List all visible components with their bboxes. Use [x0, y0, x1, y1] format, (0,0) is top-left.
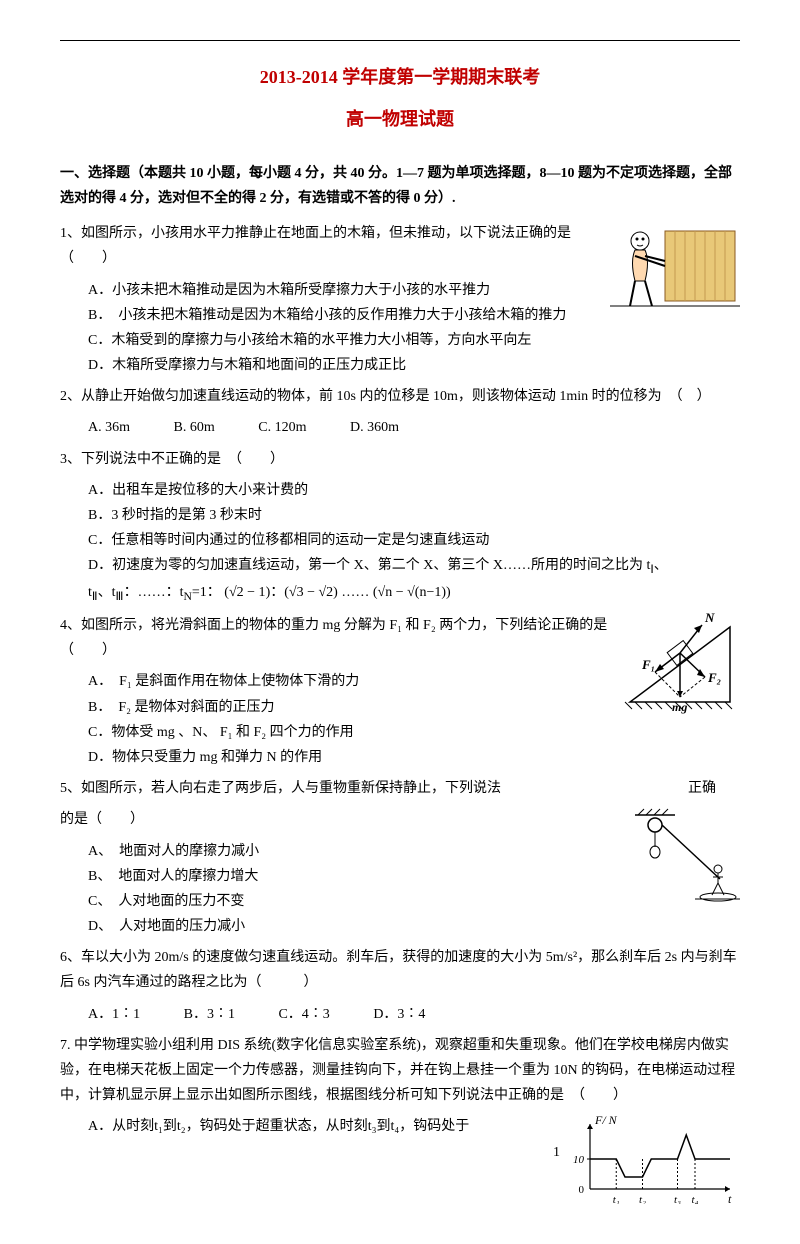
svg-text:0: 0 [579, 1184, 585, 1196]
q2-stem: 2、从静止开始做匀加速直线运动的物体，前 10s 内的位移是 10m，则该物体运… [60, 384, 740, 409]
q3-d-rnb: − √(n−1) [392, 585, 446, 600]
q1-figure [610, 221, 740, 316]
svg-text:t: t [728, 1192, 732, 1204]
q2-opt-a: A. 36m [88, 415, 130, 440]
q6-options: A．1∶1 B．3∶1 C．4∶3 D．3∶4 [60, 1002, 740, 1027]
svg-text:F₁: F₁ [641, 657, 655, 672]
svg-text:t₂: t₂ [639, 1194, 646, 1204]
q5-opt-d: D、 人对地面的压力减小 [60, 914, 740, 939]
q4-opt-d: D．物体只受重力 mg 和弹力 N 的作用 [60, 745, 740, 770]
q3-d-rna: √n [378, 585, 393, 600]
q3-d-t3: 、t [98, 585, 116, 600]
q7-a-t1: t₁ [154, 1119, 163, 1134]
q3-opt-b: B．3 秒时指的是第 3 秒末时 [60, 503, 740, 528]
q5-stem-b: 正确 [688, 781, 716, 796]
q3-d-r1a: √2 [229, 585, 244, 600]
q7-a-post: ，钩码处于 [399, 1119, 469, 1134]
q6-opt-d: D．3∶4 [373, 1002, 425, 1027]
main-title: 2013-2014 学年度第一学期期末联考 [60, 61, 740, 93]
svg-text:t₃: t₃ [674, 1194, 681, 1204]
q7-stem: 7. 中学物理实验小组利用 DIS 系统(数字化信息实验室系统)，观察超重和失重… [60, 1033, 740, 1109]
q5-stem-a: 5、如图所示，若人向右走了两步后，人与重物重新保持静止，下列说法 [60, 781, 501, 796]
q3-opt-d-line1: D．初速度为零的匀加速直线运动，第一个 X、第二个 X、第三个 X……所用的时间… [60, 553, 740, 580]
top-rule [60, 40, 740, 41]
svg-text:10: 10 [573, 1154, 585, 1166]
q6-opt-a: A．1∶1 [88, 1002, 140, 1027]
q4-figure: N F₁ F₂ mg [620, 607, 740, 717]
svg-text:N: N [704, 610, 715, 625]
q3-d-r2a: √3 [289, 585, 304, 600]
q3-opt-c: C．任意相等时间内通过的位移都相同的运动一定是匀速直线运动 [60, 528, 740, 553]
q7-a-t4: t₄ [390, 1119, 399, 1134]
q3-d-r2b: − √2 [304, 585, 334, 600]
svg-text:F₂: F₂ [707, 670, 721, 685]
q7-chart: 10 0 F/ N t t₁ t₂ t₃ t₄ [570, 1114, 740, 1204]
q2-options: A. 36m B. 60m C. 120m D. 360m [60, 415, 740, 440]
q3-d-eq: =1： [192, 585, 221, 600]
q7-a-m1: 到 [163, 1119, 177, 1134]
q3-opt-d-line2: tⅡ、tⅢ：……：tN=1： (√2 − 1)：(√3 − √2) …… (√n… [60, 580, 740, 607]
q7-a-m3: 到 [376, 1119, 390, 1134]
q2-opt-b: B. 60m [174, 415, 215, 440]
svg-text:F/ N: F/ N [594, 1114, 618, 1127]
q7-a-pre: A．从时刻 [88, 1119, 154, 1134]
q3-d-dots: …… [338, 585, 373, 600]
q5-figure [610, 807, 740, 907]
q3-stem: 3、下列说法中不正确的是 （ ） [60, 447, 740, 472]
q6-opt-c: C．4∶3 [278, 1002, 329, 1027]
q4-opt-c: C．物体受 mg 、N、 F₁ 和 F₂ 四个力的作用 [60, 720, 740, 745]
svg-text:mg: mg [672, 700, 687, 714]
q3-d-tn: ：……：t [124, 585, 184, 600]
q7-a-m2: ，钩码处于超重状态，从时刻 [186, 1119, 368, 1134]
q2-opt-d: D. 360m [350, 415, 399, 440]
q6-stem: 6、车以大小为 20m/s 的速度做匀速直线运动。刹车后，获得的加速度的大小为 … [60, 945, 740, 995]
sub-title: 高一物理试题 [60, 103, 740, 135]
q5-stem-row: 5、如图所示，若人向右走了两步后，人与重物重新保持静止，下列说法 正确 [60, 776, 740, 801]
q1-opt-c: C．木箱受到的摩擦力与小孩给木箱的水平推力大小相等，方向水平向左 [60, 328, 740, 353]
q6-opt-b: B．3∶1 [184, 1002, 235, 1027]
q7-a-t2: t₂ [177, 1119, 186, 1134]
section-1-heading: 一、选择题（本题共 10 小题，每小题 4 分，共 40 分。1—7 题为单项选… [60, 161, 740, 211]
q2-opt-c: C. 120m [258, 415, 306, 440]
q3-d-pre: D．初速度为零的匀加速直线运动，第一个 X、第二个 X、第三个 X……所用的时间… [88, 558, 650, 573]
svg-text:t₄: t₄ [692, 1194, 699, 1204]
svg-text:t₁: t₁ [613, 1194, 620, 1204]
q3-d-r1b: − 1 [244, 585, 266, 600]
q3-opt-a: A．出租车是按位移的大小来计费的 [60, 478, 740, 503]
q1-opt-d: D．木箱所受摩擦力与木箱和地面间的正压力成正比 [60, 353, 740, 378]
page-number: 1 [553, 1140, 560, 1165]
